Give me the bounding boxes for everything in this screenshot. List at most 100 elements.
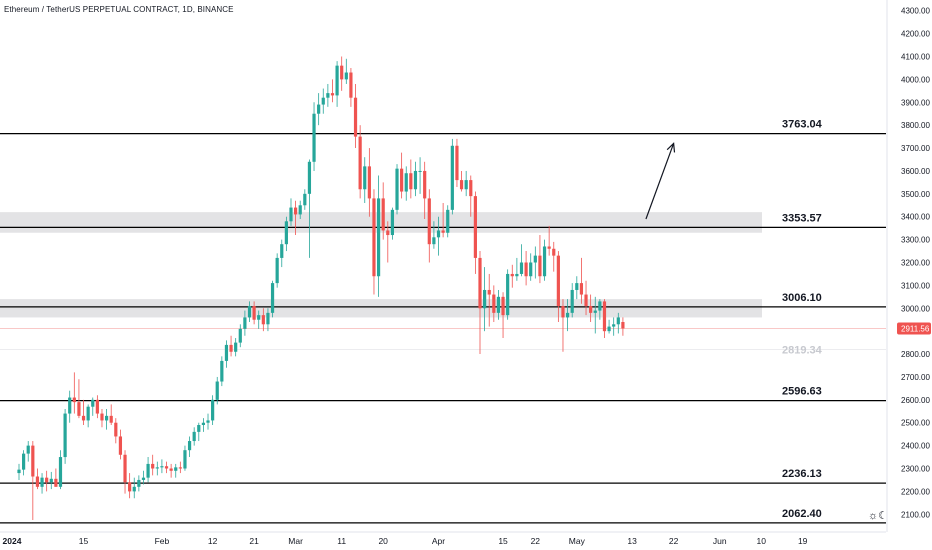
candle-body[interactable] (270, 283, 275, 313)
candle-body[interactable] (372, 198, 376, 277)
candle-body[interactable] (524, 262, 528, 277)
candle-body[interactable] (515, 273, 519, 277)
candle-body[interactable] (224, 344, 229, 361)
candle-body[interactable] (349, 72, 353, 98)
candle-body[interactable] (58, 457, 63, 487)
candle-body[interactable] (303, 193, 307, 206)
candle-body[interactable] (178, 467, 182, 469)
candle-body[interactable] (192, 431, 196, 442)
candle-body[interactable] (312, 113, 316, 162)
candle-body[interactable] (289, 207, 293, 222)
candle-body[interactable] (506, 273, 510, 316)
candle-body[interactable] (367, 166, 371, 199)
candle-body[interactable] (123, 454, 127, 483)
candle-body[interactable] (556, 255, 560, 306)
candle-body[interactable] (197, 425, 201, 432)
candle-body[interactable] (579, 283, 584, 295)
candle-body[interactable] (26, 445, 30, 454)
candle-body[interactable] (575, 283, 579, 290)
candle-body[interactable] (390, 209, 395, 236)
candle-body[interactable] (478, 257, 482, 309)
candle-body[interactable] (340, 65, 344, 80)
candle-body[interactable] (238, 328, 242, 343)
candle-body[interactable] (547, 246, 551, 249)
candle-body[interactable] (141, 477, 146, 480)
candle-body[interactable] (413, 170, 418, 190)
candle-body[interactable] (31, 445, 35, 477)
candle-body[interactable] (427, 198, 431, 245)
candle-body[interactable] (565, 312, 570, 318)
candle-body[interactable] (464, 180, 468, 190)
candle-body[interactable] (220, 360, 224, 382)
candle-body[interactable] (621, 322, 625, 329)
candle-body[interactable] (294, 207, 298, 215)
candle-body[interactable] (386, 230, 390, 236)
candle-body[interactable] (49, 478, 53, 483)
candle-body[interactable] (538, 255, 542, 277)
candle-body[interactable] (95, 399, 99, 414)
candle-body[interactable] (542, 246, 547, 277)
candle-body[interactable] (109, 415, 113, 423)
candle-body[interactable] (174, 467, 178, 471)
candle-body[interactable] (483, 289, 487, 309)
candle-body[interactable] (164, 466, 169, 469)
candle-body[interactable] (86, 406, 90, 421)
candle-body[interactable] (169, 468, 173, 471)
candle-body[interactable] (72, 397, 76, 403)
candle-body[interactable] (455, 145, 459, 181)
candle-body[interactable] (612, 324, 616, 327)
candle-body[interactable] (298, 205, 302, 215)
candle-body[interactable] (607, 326, 611, 332)
candle-body[interactable] (552, 248, 556, 256)
candle-body[interactable] (616, 317, 620, 325)
candle-body[interactable] (77, 402, 81, 416)
candle-body[interactable] (257, 315, 261, 320)
candle-body[interactable] (602, 301, 607, 332)
sun-moon-icon[interactable]: ☼☾ (868, 510, 888, 522)
candle-body[interactable] (266, 312, 270, 325)
candle-body[interactable] (68, 397, 72, 414)
candle-body[interactable] (81, 415, 86, 421)
candle-body[interactable] (501, 296, 505, 316)
trend-arrow[interactable] (645, 143, 675, 220)
candle-body[interactable] (533, 255, 537, 263)
candle-body[interactable] (22, 453, 26, 470)
candle-body[interactable] (261, 315, 265, 325)
candle-body[interactable] (423, 170, 427, 199)
candle-body[interactable] (317, 104, 321, 114)
candle-body[interactable] (284, 221, 288, 245)
candle-body[interactable] (395, 168, 399, 210)
candle-body[interactable] (344, 72, 348, 80)
candle-body[interactable] (247, 305, 252, 318)
candle-body[interactable] (201, 422, 205, 426)
candle-body[interactable] (432, 237, 436, 245)
candle-body[interactable] (436, 230, 441, 238)
candle-body[interactable] (187, 441, 192, 451)
candle-body[interactable] (243, 317, 247, 329)
candle-body[interactable] (496, 296, 501, 313)
candle-body[interactable] (215, 381, 219, 400)
candle-body[interactable] (446, 209, 450, 233)
candle-body[interactable] (280, 244, 284, 258)
candle-body[interactable] (206, 420, 210, 423)
candle-body[interactable] (561, 305, 565, 318)
candle-body[interactable] (211, 399, 215, 421)
candle-body[interactable] (137, 479, 141, 487)
candle-body[interactable] (409, 173, 413, 190)
candle-body[interactable] (118, 436, 123, 455)
candle-body[interactable] (104, 415, 109, 421)
candle-body[interactable] (473, 196, 477, 258)
candle-body[interactable] (418, 170, 422, 172)
candle-body[interactable] (183, 450, 187, 469)
candle-body[interactable] (353, 97, 358, 137)
candle-body[interactable] (570, 289, 574, 313)
candle-body[interactable] (234, 342, 238, 352)
candle-body[interactable] (91, 399, 95, 407)
candle-body[interactable] (321, 97, 325, 105)
candle-body[interactable] (441, 230, 445, 233)
candle-body[interactable] (17, 469, 21, 474)
candle-body[interactable] (584, 294, 588, 306)
candle-body[interactable] (593, 310, 597, 313)
candle-body[interactable] (275, 257, 279, 284)
candle-body[interactable] (128, 482, 132, 492)
